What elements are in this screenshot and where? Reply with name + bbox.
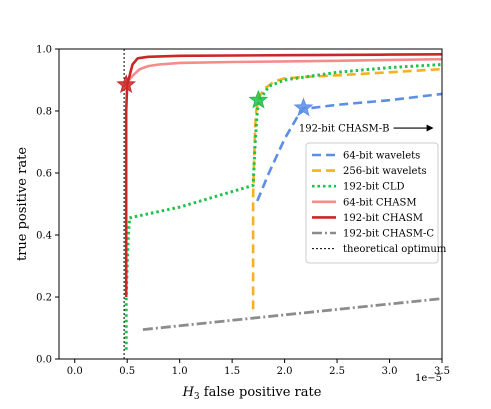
legend-label: 192-bit CHASM-C: [343, 229, 434, 240]
x-tick-label: 2.0: [277, 366, 293, 377]
series-line-192-bit-chasm-c: [142, 297, 442, 331]
legend-label: 192-bit CHASM: [343, 213, 423, 224]
legend-label: theoretical optimum: [343, 244, 447, 255]
star-markers: [116, 74, 314, 117]
x-axis-label: H3 false positive rate: [182, 385, 322, 402]
x-tick-label: 3.0: [382, 366, 398, 377]
chasm-b-arrowhead: [426, 124, 434, 132]
x-tick-label: 2.5: [329, 366, 345, 377]
y-axis-label: true positive rate: [15, 147, 30, 261]
y-tick-label: 0.4: [36, 231, 52, 242]
x-axis-label-rest: false positive rate: [200, 385, 322, 400]
y-tick-label: 0.8: [36, 107, 52, 118]
x-tick-label: 0.5: [119, 366, 135, 377]
y-tick-label: 0.6: [36, 169, 52, 180]
x-offset-text: 1e−5: [415, 373, 442, 384]
x-tick-label: 1.0: [172, 366, 188, 377]
x-tick-label: 0.0: [67, 366, 83, 377]
legend-item-256-bit-wavelets: 256-bit wavelets: [312, 166, 427, 177]
legend-label: 64-bit CHASM: [343, 197, 417, 208]
series-line-192-bit-cld: [124, 63, 442, 350]
annotation: 192-bit CHASM-B: [299, 124, 434, 135]
legend-item-192-bit-chasm-c: 192-bit CHASM-C: [312, 229, 434, 240]
legend-item-theoretical-optimum: theoretical optimum: [312, 244, 447, 255]
y-tick-label: 0.0: [36, 355, 52, 366]
axis-ticks: 0.0 0.5 1.0 1.5 2.0 2.5 3.0 3.5 0.0 0.2 0.4 0.6 0.8 1…: [36, 45, 450, 378]
star-marker-64-bit-wavelets: [293, 97, 314, 117]
legend-item-192-bit-chasm: 192-bit CHASM: [312, 213, 423, 224]
series-line-256-bit-wavelets: [251, 67, 442, 310]
x-tick-label: 3.5: [434, 366, 450, 377]
star-marker-192-bit-chasm: [116, 74, 137, 94]
chasm-b-annotation: 192-bit CHASM-B: [299, 124, 390, 135]
legend-label: 256-bit wavelets: [343, 166, 427, 177]
x-tick-label: 1.5: [224, 366, 240, 377]
star-marker-192-bit-cld: [248, 89, 269, 109]
x-axis-label-var: H: [182, 385, 195, 400]
legend-box: [305, 142, 439, 264]
plot-frame: [58, 48, 443, 360]
series-line-192-bit-chasm: [124, 53, 442, 297]
x-axis-label-sub: 3: [194, 392, 200, 402]
legend-item-64-bit-wavelets: 64-bit wavelets: [312, 151, 420, 162]
legend-item-64-bit-chasm: 64-bit CHASM: [312, 197, 417, 208]
legend-items: 64-bit wavelets 256-bit wavelets 192-bit C…: [312, 151, 447, 255]
legend-label: 64-bit wavelets: [343, 151, 420, 162]
y-tick-label: 0.2: [36, 293, 52, 304]
y-tick-label: 1.0: [36, 45, 52, 56]
legend-item-192-bit-cld: 192-bit CLD: [312, 182, 405, 193]
legend: 64-bit wavelets 256-bit wavelets 192-bit C…: [305, 142, 447, 264]
legend-label: 192-bit CLD: [343, 182, 405, 193]
